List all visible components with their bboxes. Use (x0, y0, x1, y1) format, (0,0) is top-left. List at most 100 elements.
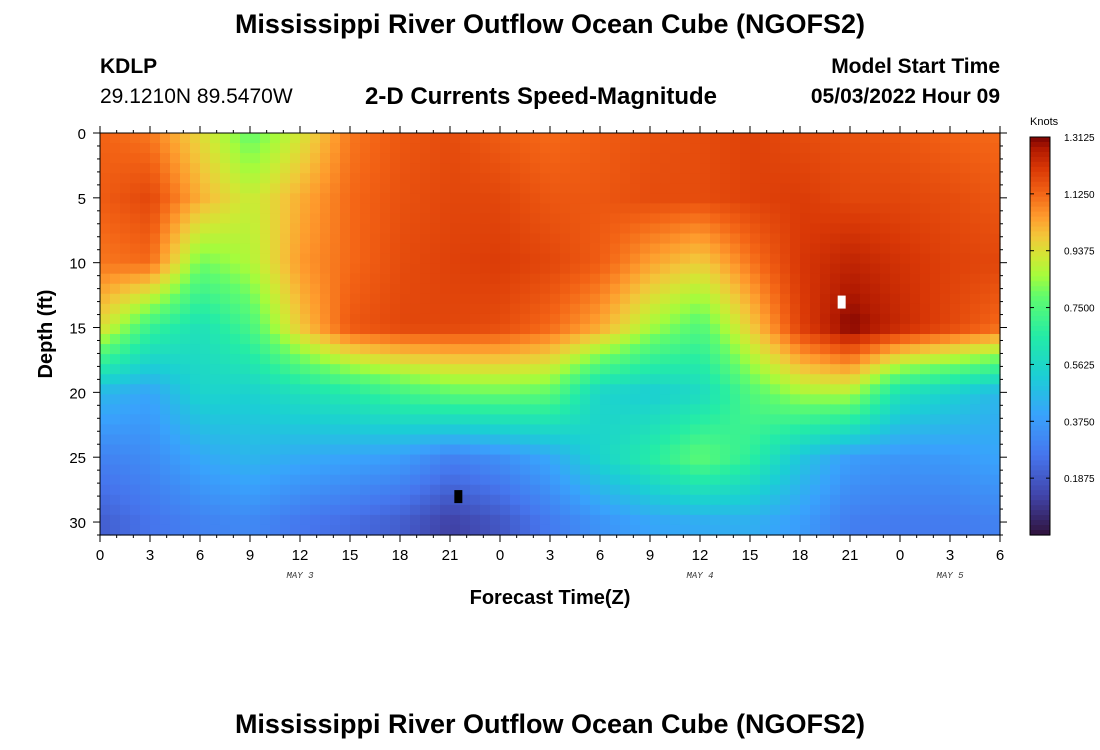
heat-cell (250, 193, 261, 204)
heat-cell (860, 474, 871, 486)
heat-cell (830, 464, 841, 476)
heat-cell (890, 263, 901, 275)
heat-cell (400, 434, 411, 446)
heat-cell (960, 394, 971, 405)
heat-cell (140, 133, 151, 144)
heat-cell (330, 504, 341, 516)
heat-cell (400, 243, 411, 255)
heat-cell (140, 524, 151, 536)
heat-cell (990, 233, 1001, 245)
heat-cell (890, 494, 901, 506)
heat-cell (690, 364, 701, 375)
heat-cell (130, 313, 141, 325)
heat-cell (460, 153, 471, 164)
heat-cell (480, 193, 491, 204)
heat-cell (290, 323, 301, 335)
heat-cell (780, 323, 791, 335)
heat-cell (910, 243, 921, 255)
heat-cell (430, 414, 441, 426)
heat-cell (850, 323, 861, 335)
heat-cell (790, 223, 801, 235)
heat-cell (270, 193, 281, 204)
heat-cell (180, 474, 191, 486)
heat-cell (480, 334, 491, 345)
heat-cell (260, 213, 271, 225)
heat-cell (240, 364, 251, 375)
heat-cell (570, 183, 581, 194)
heat-cell (930, 143, 941, 154)
heat-cell (860, 484, 871, 496)
heat-cell (280, 404, 291, 415)
heat-cell (810, 163, 821, 174)
heat-cell (340, 474, 351, 486)
heat-cell (590, 494, 601, 506)
heat-cell (590, 193, 601, 204)
heat-cell (810, 484, 821, 496)
colorbar-segment (1030, 345, 1050, 352)
heat-cell (910, 193, 921, 204)
colorbar-segment (1030, 465, 1050, 471)
heat-cell (100, 243, 111, 255)
heat-cell (350, 313, 361, 325)
heat-cell (210, 183, 221, 194)
heat-cell (420, 414, 431, 426)
heat-cell (410, 374, 421, 385)
heat-cell (680, 394, 691, 405)
colorbar-segment (1030, 480, 1050, 486)
heat-cell (940, 454, 951, 466)
heat-cell (260, 183, 271, 194)
heat-cell (230, 263, 241, 275)
heat-cell (520, 173, 531, 184)
heat-cell (410, 173, 421, 184)
heat-cell (610, 504, 621, 516)
heat-cell (920, 424, 931, 436)
heat-cell (570, 404, 581, 415)
heat-cell (670, 434, 681, 446)
heat-cell (630, 354, 641, 365)
heat-cell (550, 434, 561, 446)
heat-cell (510, 233, 521, 245)
heat-cell (270, 293, 281, 305)
heat-cell (120, 193, 131, 204)
colorbar-segment (1030, 246, 1050, 253)
heat-cell (950, 364, 961, 375)
heat-cell (240, 354, 251, 365)
heat-cell (220, 183, 231, 194)
heat-cell (740, 213, 751, 225)
heat-cell (160, 253, 171, 265)
heat-cell (830, 484, 841, 496)
heat-cell (170, 263, 181, 275)
heat-cell (310, 133, 321, 144)
heat-cell (580, 173, 591, 184)
heat-cell (600, 183, 611, 194)
heat-cell (390, 384, 401, 395)
heat-cell (730, 203, 741, 214)
heat-cell (260, 334, 271, 345)
heat-cell (510, 354, 521, 365)
heat-cell (910, 223, 921, 235)
heat-cell (770, 213, 781, 225)
heat-cell (260, 374, 271, 385)
heat-cell (750, 474, 761, 486)
date-label: MAY 5 (936, 571, 964, 581)
heat-cell (560, 143, 571, 154)
heat-cell (820, 313, 831, 325)
heat-cell (700, 143, 711, 154)
heat-cell (370, 364, 381, 375)
heat-cell (690, 444, 701, 456)
heat-cell (790, 293, 801, 305)
heat-cell (610, 283, 621, 295)
heat-cell (940, 484, 951, 496)
heat-cell (830, 243, 841, 255)
heat-cell (710, 334, 721, 345)
heat-cell (430, 394, 441, 405)
heat-cell (390, 344, 401, 355)
heat-cell (500, 494, 511, 506)
heat-cell (120, 153, 131, 164)
heat-cell (520, 454, 531, 466)
heat-cell (510, 344, 521, 355)
heat-cell (140, 193, 151, 204)
heat-cell (790, 163, 801, 174)
heat-cell (280, 454, 291, 466)
heat-cell (120, 514, 131, 526)
